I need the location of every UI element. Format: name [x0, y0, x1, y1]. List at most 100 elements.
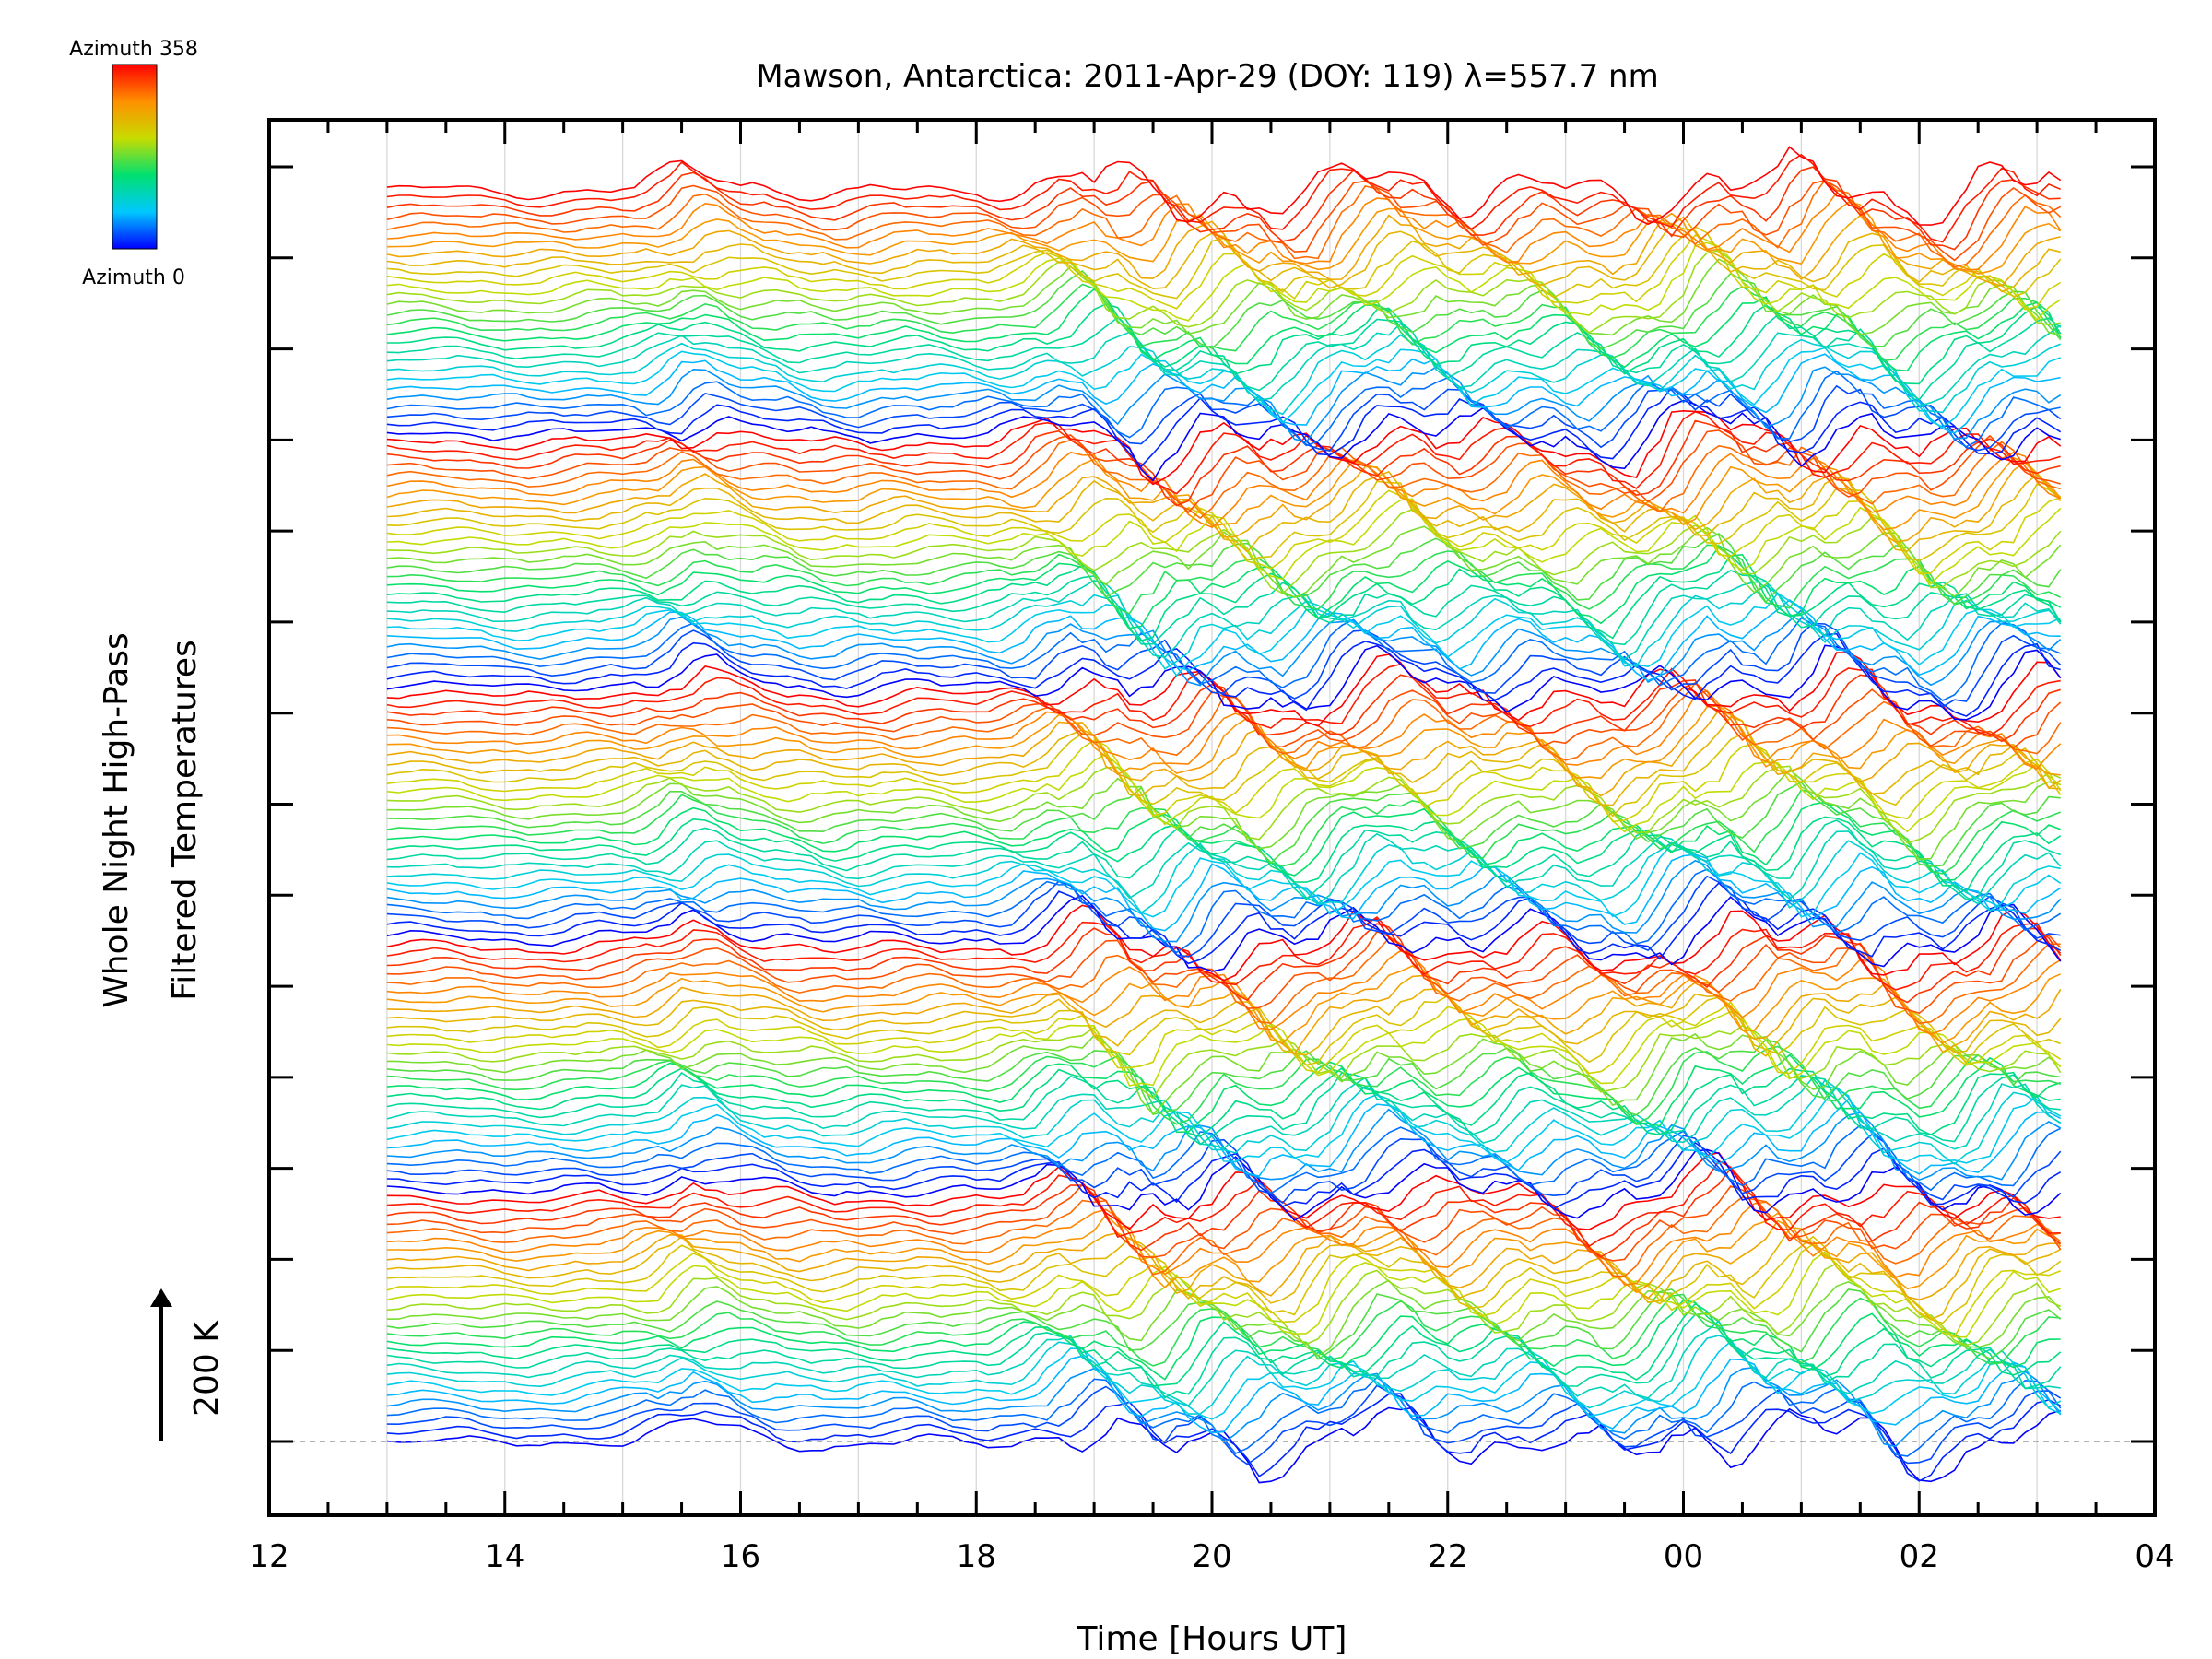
trace-line: [386, 533, 2062, 605]
x-tick-label: 00: [1664, 1538, 1703, 1575]
trace-line: [386, 868, 2062, 954]
trace-line: [386, 1151, 2061, 1230]
trace-line: [386, 681, 2062, 749]
trace-line: [386, 439, 2061, 520]
trace-line: [386, 923, 2062, 1004]
trace-line: [386, 840, 2061, 914]
trace-line: [386, 313, 2062, 401]
trace-line: [386, 241, 2062, 322]
trace-line: [386, 732, 2062, 818]
trace-line: [386, 608, 2062, 687]
trace-line: [386, 1376, 2062, 1457]
trace-line: [386, 419, 2061, 507]
trace-line: [386, 214, 2061, 288]
trace-line: [386, 904, 2062, 982]
color-bar-top-label: Azimuth 358: [69, 38, 198, 61]
trace-line: [386, 250, 2061, 334]
trace-line: [386, 480, 2062, 562]
trace-line: [386, 753, 2062, 833]
trace-line: [386, 1340, 2062, 1420]
trace-line: [386, 974, 2062, 1055]
trace-line: [386, 1053, 2061, 1134]
trace-line: [386, 875, 2061, 958]
trace-line: [386, 470, 2062, 553]
trace-line: [386, 1032, 2062, 1116]
trace-line: [386, 1066, 2061, 1137]
trace-line: [386, 1393, 2062, 1482]
trace-line: [386, 1024, 2062, 1100]
trace-line: [386, 192, 2062, 271]
trace-line: [386, 994, 2061, 1066]
trace-line: [386, 843, 2062, 918]
trace-line: [386, 1133, 2062, 1205]
trace-line: [386, 222, 2061, 293]
x-tick-label: 18: [957, 1538, 996, 1575]
trace-line: [386, 632, 2061, 717]
trace-line: [386, 334, 2062, 416]
trace-line: [386, 1076, 2062, 1150]
trace-line: [386, 1141, 2062, 1210]
trace-line: [386, 1355, 2062, 1434]
trace-line: [386, 894, 2062, 972]
trace-line: [386, 370, 2061, 448]
trace-line: [386, 366, 2062, 443]
trace-line: [386, 1108, 2062, 1182]
y-axis-label-line-1: Whole Night High-Pass: [98, 632, 135, 1008]
trace-line: [386, 1227, 2062, 1321]
trace-line: [386, 429, 2061, 514]
scale-bar-label: 200 K: [188, 1320, 226, 1417]
trace-line: [386, 544, 2062, 615]
trace-line: [386, 201, 2062, 275]
trace-line: [386, 179, 2062, 268]
trace-line: [386, 1302, 2062, 1387]
trace-line: [386, 460, 2062, 543]
trace-line: [386, 816, 2062, 893]
trace-line: [386, 1078, 2062, 1165]
trace-line: [386, 819, 2061, 900]
x-axis-label: Time [Hours UT]: [1077, 1620, 1347, 1658]
scale-bar-arrowhead-icon: [150, 1288, 172, 1307]
color-bar-legend: Azimuth 358 Azimuth 0: [69, 38, 198, 289]
trace-line: [386, 258, 2061, 336]
trace-line: [386, 166, 2061, 251]
x-tick-label: 04: [2135, 1538, 2174, 1575]
trace-line: [386, 1219, 2061, 1301]
trace-line: [386, 689, 2062, 771]
trace-line: [386, 1098, 2062, 1178]
trace-line: [386, 1335, 2062, 1415]
trace-line: [386, 451, 2062, 529]
trace-line: [386, 1124, 2062, 1194]
trace-line: [386, 1262, 2062, 1347]
trace-line: [386, 1288, 2062, 1360]
trace-line: [386, 1279, 2062, 1357]
trace-line: [386, 283, 2062, 362]
trace-line: [386, 386, 2062, 468]
trace-line: [386, 768, 2061, 861]
scale-bar: 200 K: [150, 1288, 226, 1441]
trace-line: [386, 180, 2062, 262]
trace-line: [386, 1243, 2061, 1338]
trace-line: [386, 881, 2062, 965]
trace-line: [386, 830, 2062, 905]
trace-line: [386, 1001, 2062, 1075]
trace-line: [386, 580, 2062, 660]
trace-line: [386, 234, 2062, 311]
x-tick-label: 22: [1428, 1538, 1467, 1575]
trace-line: [386, 704, 2061, 780]
trace-line: [386, 353, 2061, 434]
trace-line: [386, 652, 2062, 727]
trace-line: [386, 801, 2061, 881]
trace-line: [386, 399, 2061, 482]
trace-line: [386, 1071, 2061, 1146]
x-tick-label: 12: [249, 1538, 288, 1575]
trace-line: [386, 1086, 2062, 1164]
trace-line: [386, 617, 2062, 701]
color-bar-bottom-label: Azimuth 0: [82, 266, 185, 289]
chart-title: Mawson, Antarctica: 2011-Apr-29 (DOY: 11…: [756, 58, 1658, 95]
trace-line: [386, 715, 2061, 806]
trace-line: [386, 508, 2062, 594]
trace-line: [386, 1148, 2062, 1222]
trace-line: [386, 153, 2062, 243]
trace-line: [386, 1159, 2061, 1248]
